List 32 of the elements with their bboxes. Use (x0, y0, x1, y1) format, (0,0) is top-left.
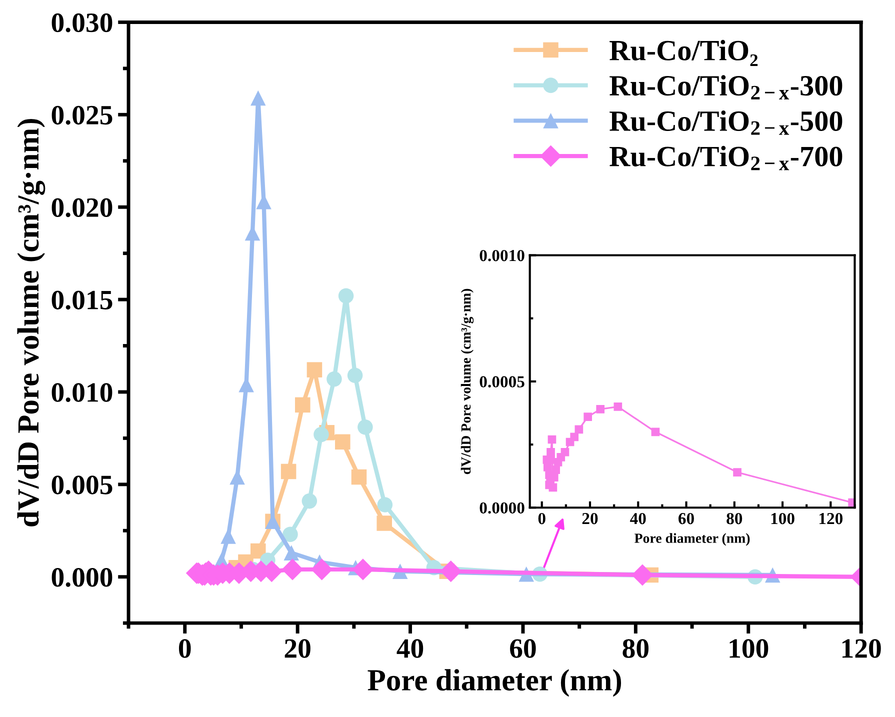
y-axis-title: dV/dD Pore volume (cm³/g·nm) (17, 118, 46, 526)
legend-label: Ru-Co/TiO$_{2−x}$-300 (610, 75, 842, 100)
x-tick-label: 120 (842, 639, 881, 658)
x-tick-label: 40 (396, 639, 424, 658)
y-tick-label: 0.010 (52, 383, 112, 402)
x-tick-label: 0 (178, 639, 191, 658)
legend-label: Ru-Co/TiO$_{2−x}$-700 (610, 146, 842, 170)
x-axis-title: Pore diameter (nm) (368, 669, 622, 697)
x-tick-label: 20 (284, 639, 310, 658)
x-axis-title: Pore diameter (nm) (634, 533, 750, 546)
y-tick-label: 0.005 (52, 476, 112, 494)
y-tick-label: 0.0010 (480, 250, 524, 262)
y-tick-label: 0.000 (52, 568, 112, 587)
y-tick-label: 0.020 (52, 198, 112, 218)
y-tick-label: 0.025 (52, 106, 112, 125)
x-tick-label: 0 (538, 512, 546, 524)
x-tick-label: 20 (582, 512, 598, 524)
y-tick-label: 0.0005 (480, 376, 524, 388)
y-tick-label: 0.015 (52, 290, 112, 310)
legend-label: Ru-Co/TiO₂ (610, 40, 758, 66)
x-tick-label: 60 (678, 512, 694, 524)
legend-label: Ru-Co/TiO$_{2−x}$-500 (610, 110, 842, 135)
x-tick-label: 80 (726, 512, 742, 524)
y-tick-label: 0.0000 (480, 502, 524, 514)
x-tick-label: 100 (771, 512, 794, 524)
x-tick-label: 120 (819, 512, 843, 524)
y-tick-label: 0.030 (52, 13, 112, 32)
x-tick-label: 60 (510, 639, 536, 658)
x-tick-label: 100 (730, 639, 768, 658)
x-tick-label: 40 (630, 512, 646, 524)
y-axis-title: dV/dD Pore volume (cm³/g·nm) (460, 288, 474, 474)
x-tick-label: 80 (622, 639, 649, 658)
